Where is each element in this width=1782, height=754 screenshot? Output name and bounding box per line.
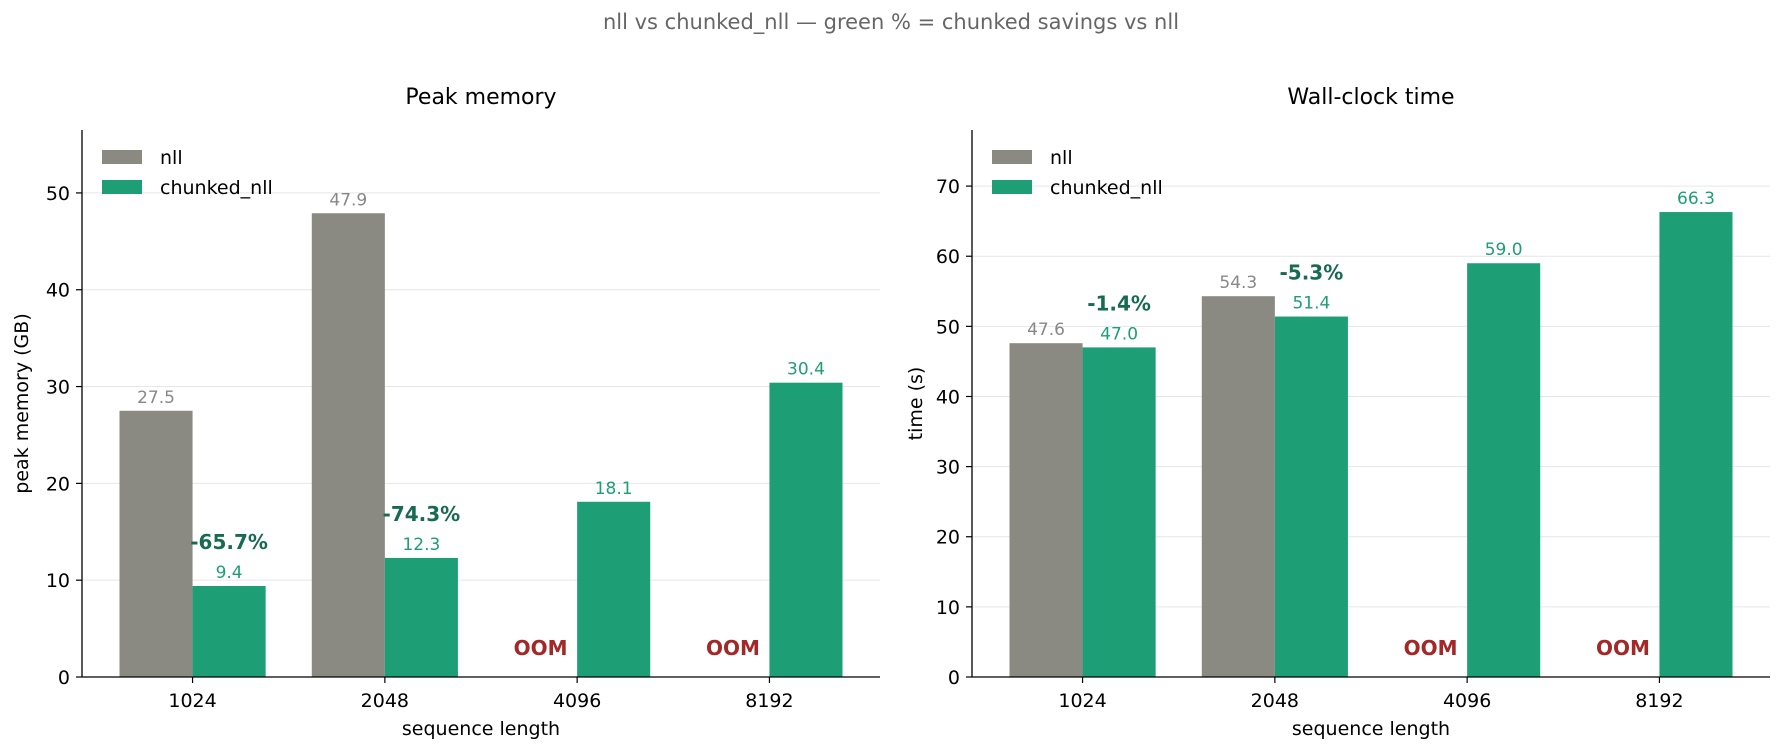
bar-chunked-nll-2048: [1274, 316, 1348, 677]
bar-chunked-nll-4096: [577, 501, 651, 677]
y-tick-label: 30: [46, 377, 70, 399]
bar-label-nll: 47.9: [329, 190, 367, 210]
legend-swatch-nll: [102, 150, 142, 164]
y-tick-label: 20: [46, 473, 70, 495]
y-tick-label: 0: [58, 667, 70, 689]
legend-swatch-nll: [992, 150, 1032, 164]
legend-label-chunked-nll: chunked_nll: [1050, 177, 1163, 199]
y-tick-label: 50: [936, 316, 960, 338]
peak-memory-chart: 0 10 20 30 40 50 27.5 9.4 -65.7% 1024 47.9 12.3 -74.…: [11, 85, 880, 740]
y-tick-label: 70: [936, 176, 960, 198]
y-tick-label: 10: [46, 570, 70, 592]
x-tick-label: 4096: [1443, 690, 1491, 712]
savings-annotation: -5.3%: [1279, 261, 1343, 285]
legend-label-nll: nll: [1050, 147, 1073, 169]
wall-clock-time-chart: 0 10 20 30 40 50 60 70 47.6 47.0 -1.4% 1024 54.3 51.4…: [905, 85, 1770, 740]
bar-label-chunked-nll: 18.1: [595, 479, 633, 499]
y-tick-label: 30: [936, 457, 960, 479]
oom-annotation: OOM: [514, 636, 568, 660]
bar-nll-2048: [1201, 296, 1275, 677]
legend-swatch-chunked-nll: [102, 180, 142, 194]
x-tick-label: 2048: [1251, 690, 1299, 712]
savings-annotation: -74.3%: [383, 502, 461, 526]
legend-label-nll: nll: [160, 147, 183, 169]
x-tick-label: 2048: [361, 690, 409, 712]
y-tick-label: 40: [46, 280, 70, 302]
x-tick-label: 8192: [745, 690, 793, 712]
legend-label-chunked-nll: chunked_nll: [160, 177, 273, 199]
y-tick-label: 0: [948, 667, 960, 689]
x-axis-label: sequence length: [402, 718, 560, 740]
bar-chunked-nll-8192: [1659, 212, 1733, 678]
savings-annotation: -65.7%: [190, 530, 268, 554]
x-tick-label: 8192: [1635, 690, 1683, 712]
savings-annotation: -1.4%: [1087, 291, 1151, 315]
bar-label-chunked-nll: 30.4: [787, 360, 825, 380]
oom-annotation: OOM: [1404, 636, 1458, 660]
y-tick-label: 50: [46, 183, 70, 205]
y-tick-label: 60: [936, 246, 960, 268]
bar-chunked-nll-4096: [1467, 263, 1541, 677]
bar-label-chunked-nll: 59.0: [1485, 240, 1523, 260]
bar-nll-1024: [119, 410, 193, 677]
x-tick-label: 4096: [553, 690, 601, 712]
bar-chunked-nll-1024: [1082, 347, 1156, 677]
x-axis-label: sequence length: [1292, 718, 1450, 740]
y-axis-label: time (s): [905, 367, 927, 441]
bar-label-chunked-nll: 47.0: [1100, 324, 1138, 344]
oom-annotation: OOM: [706, 636, 760, 660]
bar-chunked-nll-1024: [192, 585, 266, 677]
bar-nll-2048: [311, 213, 385, 677]
legend-swatch-chunked-nll: [992, 180, 1032, 194]
figure-suptitle: nll vs chunked_nll — green % = chunked s…: [602, 10, 1180, 34]
oom-annotation: OOM: [1596, 636, 1650, 660]
bar-label-nll: 27.5: [137, 388, 175, 408]
chart-title: Wall-clock time: [1287, 85, 1454, 110]
y-axis-label: peak memory (GB): [11, 313, 33, 493]
bar-label-nll: 47.6: [1027, 320, 1065, 340]
bar-label-nll: 54.3: [1219, 273, 1257, 293]
bar-label-chunked-nll: 12.3: [402, 535, 440, 555]
bar-nll-1024: [1009, 343, 1083, 677]
bar-label-chunked-nll: 66.3: [1677, 189, 1715, 209]
x-tick-label: 1024: [1058, 690, 1106, 712]
bar-chunked-nll-2048: [384, 557, 458, 677]
bar-label-chunked-nll: 9.4: [216, 563, 243, 583]
y-tick-label: 40: [936, 386, 960, 408]
x-tick-label: 1024: [168, 690, 216, 712]
chart-title: Peak memory: [405, 85, 556, 110]
y-tick-label: 10: [936, 597, 960, 619]
y-tick-label: 20: [936, 527, 960, 549]
bar-chunked-nll-8192: [769, 382, 843, 677]
bar-label-chunked-nll: 51.4: [1292, 294, 1330, 314]
